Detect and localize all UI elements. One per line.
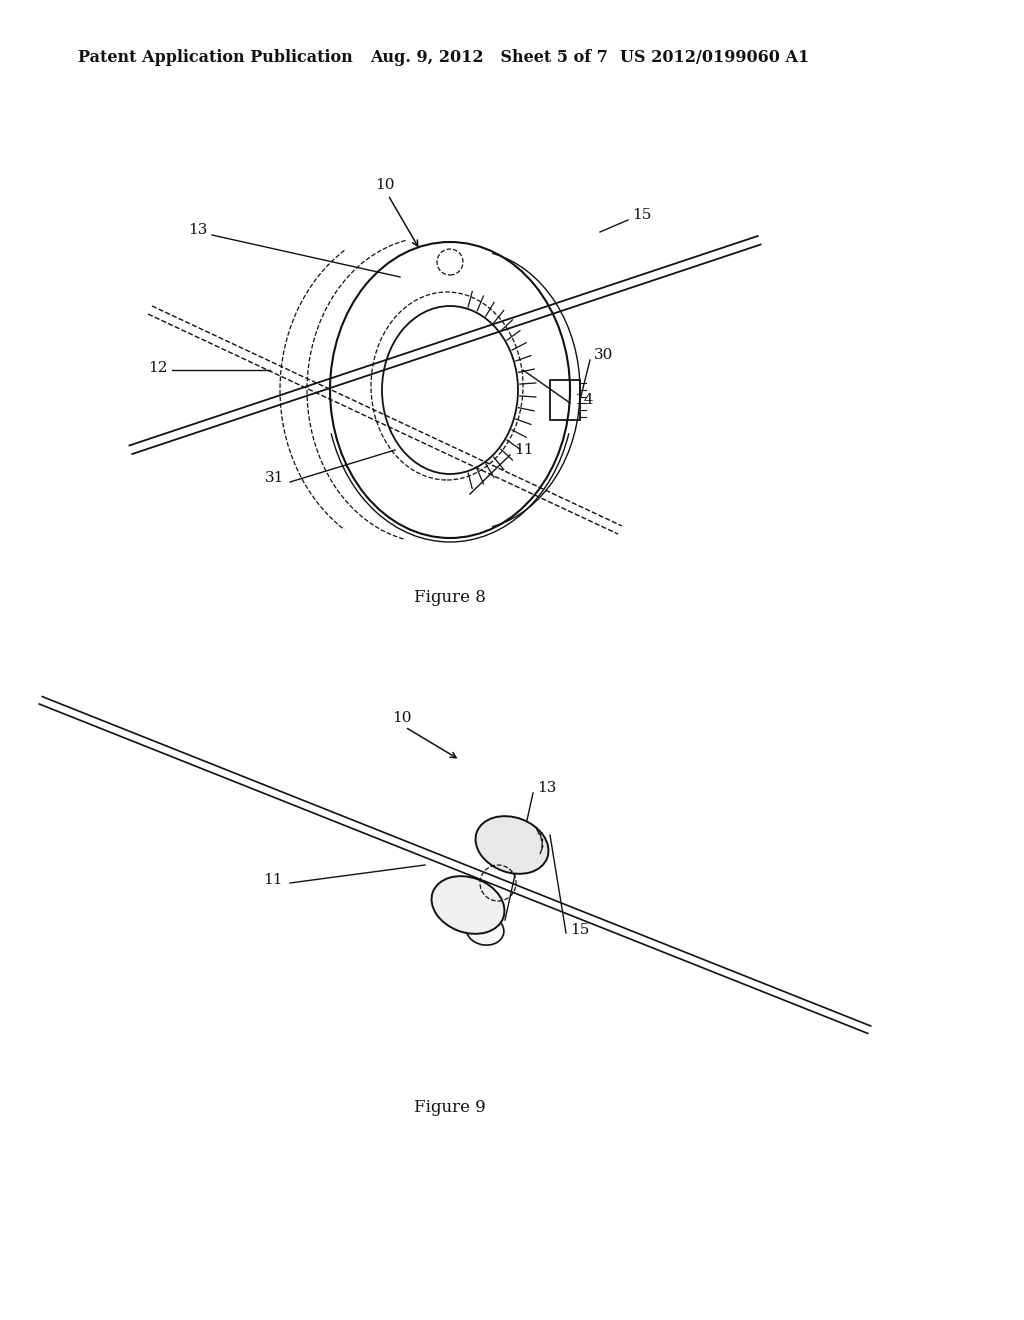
- Text: 14: 14: [574, 393, 594, 407]
- Text: 11: 11: [514, 444, 534, 457]
- Text: 11: 11: [263, 873, 283, 887]
- Text: 12: 12: [148, 360, 168, 375]
- Text: Figure 9: Figure 9: [414, 1100, 485, 1117]
- Text: 30: 30: [594, 348, 613, 362]
- Ellipse shape: [466, 915, 504, 945]
- Text: 13: 13: [188, 223, 208, 238]
- Text: Aug. 9, 2012   Sheet 5 of 7: Aug. 9, 2012 Sheet 5 of 7: [370, 49, 608, 66]
- Text: 10: 10: [375, 178, 394, 191]
- Text: 31: 31: [265, 471, 285, 484]
- Text: 13: 13: [537, 781, 556, 795]
- Text: Figure 8: Figure 8: [414, 590, 486, 606]
- Text: Patent Application Publication: Patent Application Publication: [78, 49, 352, 66]
- Ellipse shape: [475, 816, 549, 874]
- Text: 15: 15: [632, 209, 651, 222]
- Ellipse shape: [431, 876, 505, 933]
- Text: US 2012/0199060 A1: US 2012/0199060 A1: [620, 49, 809, 66]
- Text: 15: 15: [570, 923, 590, 937]
- Text: 10: 10: [392, 711, 412, 725]
- Bar: [550, 380, 580, 420]
